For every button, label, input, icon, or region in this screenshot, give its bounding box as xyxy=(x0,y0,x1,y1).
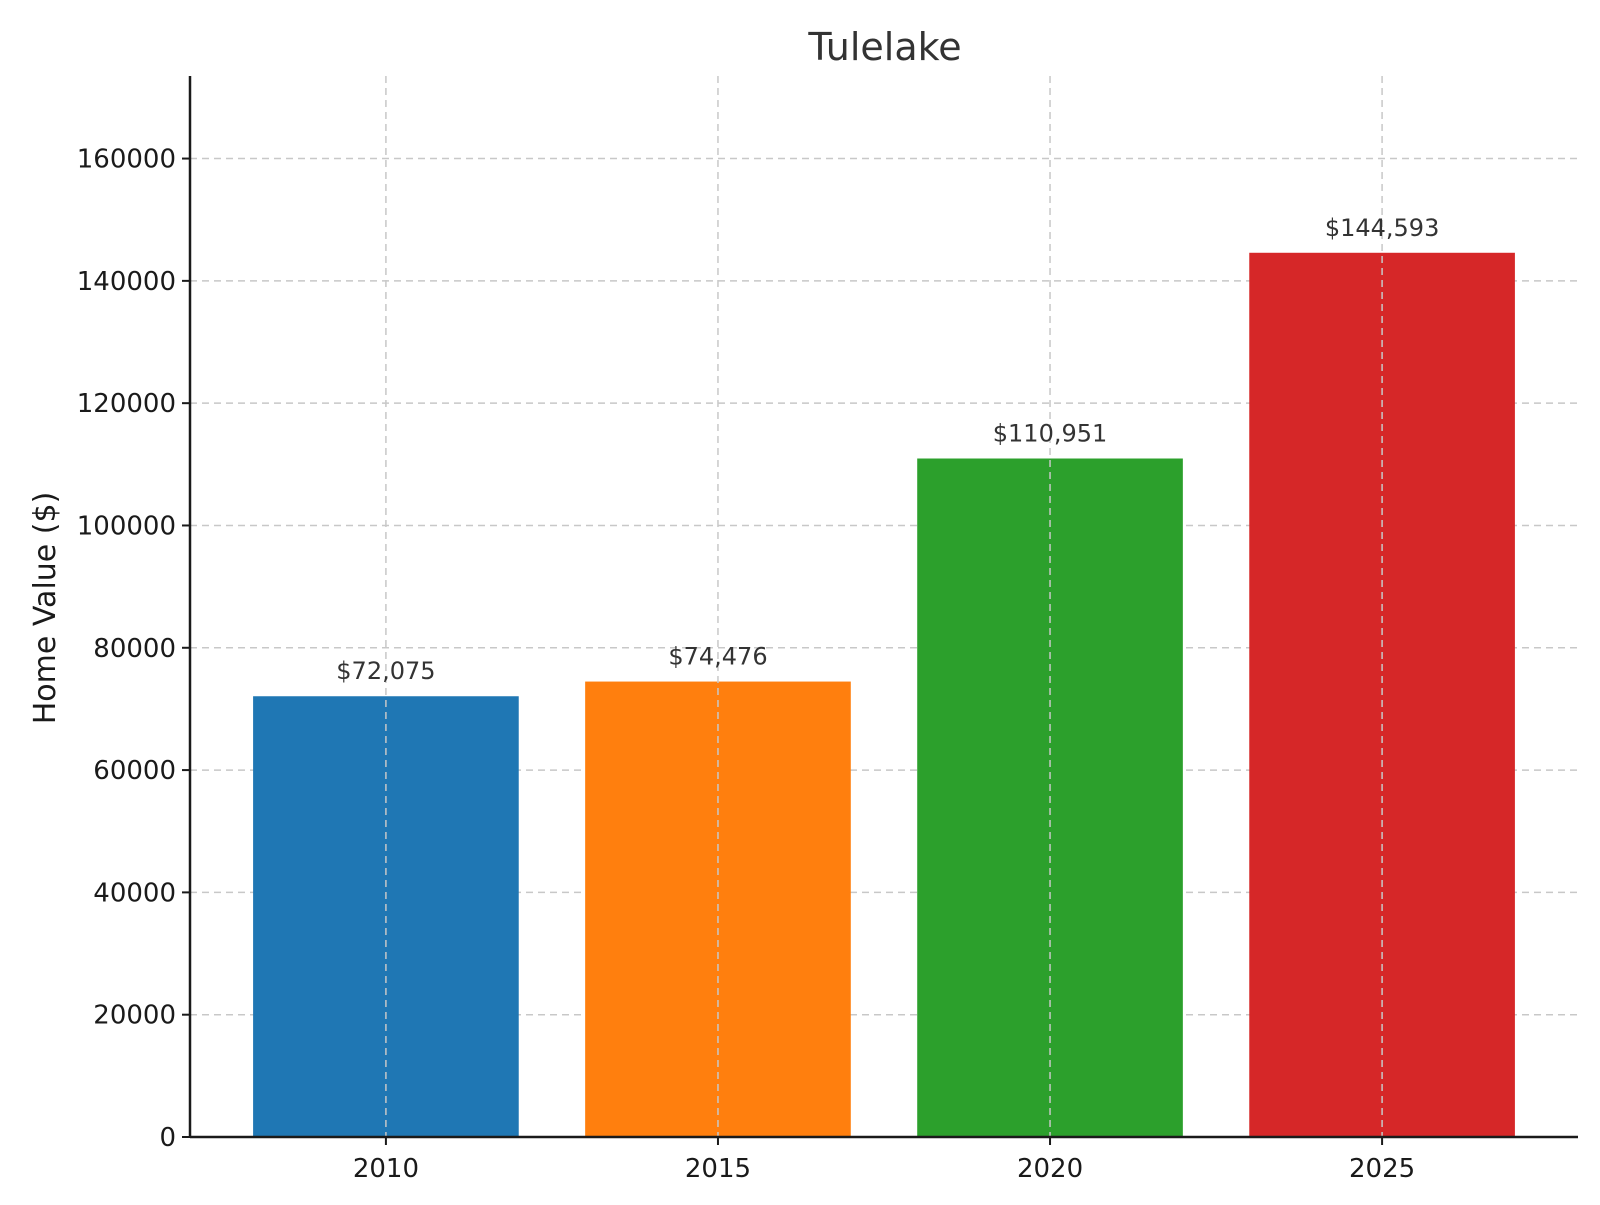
y-tick-label: 0 xyxy=(159,1123,176,1153)
data-label-2015: $74,476 xyxy=(668,643,767,671)
y-tick-label: 160000 xyxy=(77,145,176,175)
y-tick-label: 60000 xyxy=(93,756,176,786)
y-axis-label: Home Value ($) xyxy=(28,492,63,725)
data-label-2020: $110,951 xyxy=(993,420,1108,448)
y-tick-label: 140000 xyxy=(77,267,176,297)
x-tick-label: 2010 xyxy=(353,1154,419,1184)
x-tick-label: 2020 xyxy=(1017,1154,1083,1184)
data-label-2010: $72,075 xyxy=(336,657,435,685)
tick-labels: 0 20000 40000 60000 80000 100000 120000 140000 1… xyxy=(77,145,1415,1184)
y-tick-label: 100000 xyxy=(77,511,176,541)
bars xyxy=(253,252,1515,1137)
y-tick-label: 40000 xyxy=(93,878,176,908)
y-tick-label: 80000 xyxy=(93,634,176,664)
vertical-grid-lines xyxy=(385,76,1383,1137)
axes xyxy=(188,76,1578,1139)
y-tick-label: 120000 xyxy=(77,389,176,419)
x-tick-label: 2025 xyxy=(1349,1154,1415,1184)
x-tick-label: 2015 xyxy=(685,1154,751,1184)
data-label-2025: $144,593 xyxy=(1325,214,1440,242)
data-labels: $72,075 $74,476 $110,951 $144,593 xyxy=(336,214,1439,685)
chart-title: Tulelake xyxy=(807,25,961,69)
y-tick-label: 20000 xyxy=(93,1001,176,1031)
